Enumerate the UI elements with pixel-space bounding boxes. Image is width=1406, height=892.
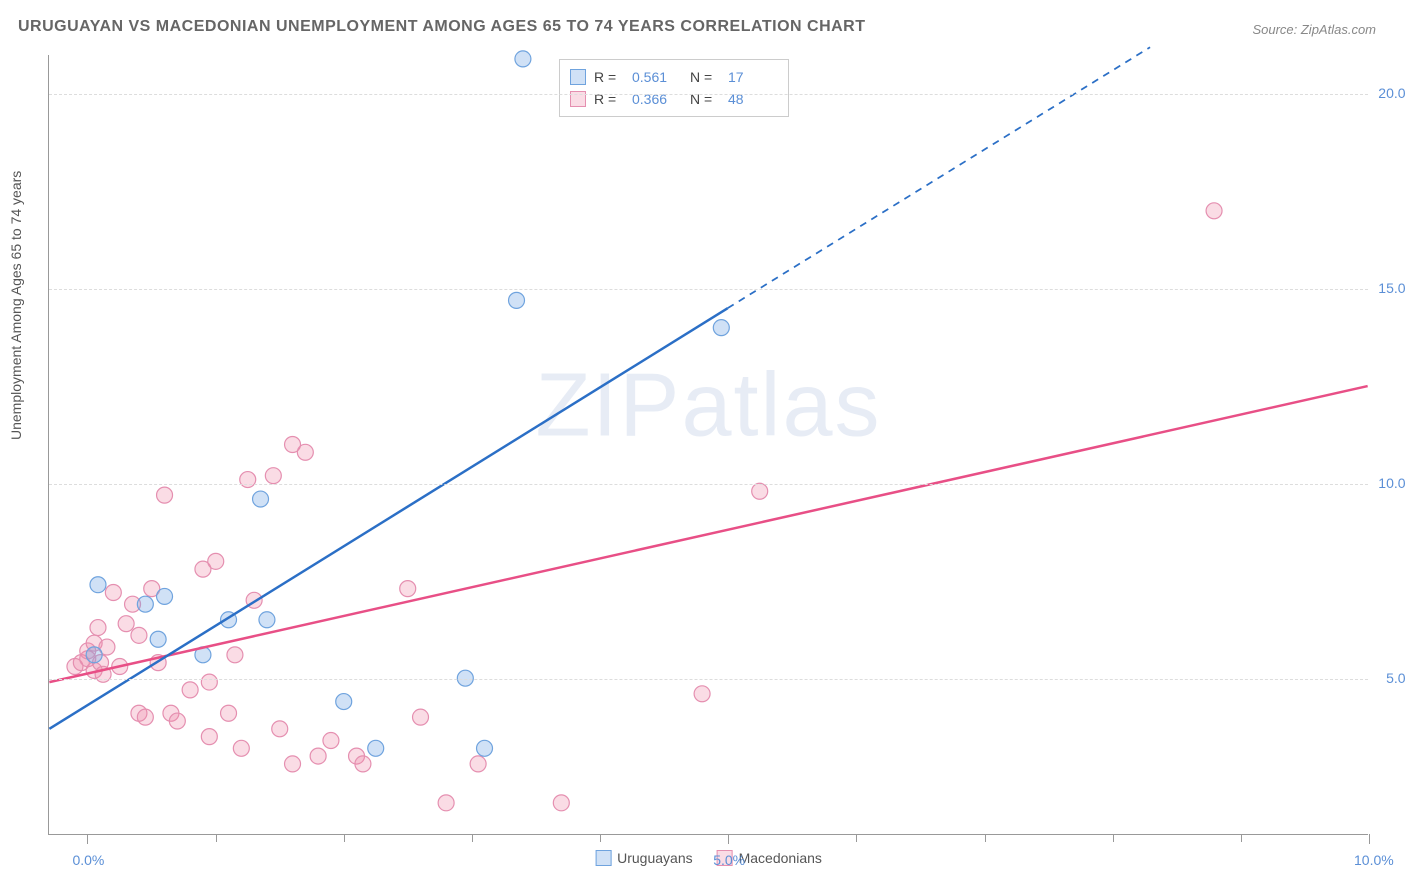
y-axis-label: Unemployment Among Ages 65 to 74 years <box>8 171 24 440</box>
scatter-point <box>336 694 352 710</box>
scatter-point <box>201 674 217 690</box>
plot-area: ZIPatlas R = 0.561 N = 17 R = 0.366 N = … <box>48 55 1368 835</box>
scatter-point <box>323 733 339 749</box>
scatter-point <box>137 596 153 612</box>
scatter-point <box>515 51 531 67</box>
chart-container: URUGUAYAN VS MACEDONIAN UNEMPLOYMENT AMO… <box>0 0 1406 892</box>
regression-line <box>49 308 727 729</box>
scatter-point <box>368 740 384 756</box>
regression-line-dashed <box>728 47 1150 308</box>
x-tick <box>1369 834 1370 844</box>
legend-label-macedonians: Macedonians <box>739 850 822 866</box>
scatter-point <box>477 740 493 756</box>
legend-series: Uruguayans Macedonians <box>595 850 822 866</box>
y-tick-label: 20.0% <box>1373 85 1406 101</box>
gridline <box>49 679 1368 680</box>
x-tick <box>985 834 986 842</box>
scatter-point <box>150 631 166 647</box>
scatter-point <box>713 320 729 336</box>
scatter-point <box>90 577 106 593</box>
scatter-point <box>90 620 106 636</box>
x-tick <box>216 834 217 842</box>
scatter-point <box>105 585 121 601</box>
scatter-point <box>413 709 429 725</box>
scatter-point <box>169 713 185 729</box>
legend-label-uruguayans: Uruguayans <box>617 850 693 866</box>
swatch-uruguayans-icon <box>595 850 611 866</box>
scatter-point <box>131 627 147 643</box>
scatter-point <box>259 612 275 628</box>
gridline <box>49 94 1368 95</box>
scatter-point <box>1206 203 1222 219</box>
scatter-point <box>355 756 371 772</box>
scatter-point <box>221 705 237 721</box>
scatter-point <box>86 647 102 663</box>
scatter-point <box>694 686 710 702</box>
x-tick <box>1241 834 1242 842</box>
y-tick-label: 5.0% <box>1373 670 1406 686</box>
x-tick <box>472 834 473 842</box>
scatter-point <box>157 487 173 503</box>
scatter-point <box>253 491 269 507</box>
scatter-point <box>272 721 288 737</box>
scatter-point <box>310 748 326 764</box>
scatter-point <box>233 740 249 756</box>
scatter-point <box>182 682 198 698</box>
scatter-point <box>201 729 217 745</box>
chart-title: URUGUAYAN VS MACEDONIAN UNEMPLOYMENT AMO… <box>18 18 866 36</box>
scatter-point <box>752 483 768 499</box>
x-tick <box>87 834 88 844</box>
scatter-point <box>553 795 569 811</box>
scatter-point <box>118 616 134 632</box>
y-tick-label: 10.0% <box>1373 475 1406 491</box>
scatter-point <box>400 581 416 597</box>
x-tick-label: 5.0% <box>713 852 745 868</box>
x-tick <box>344 834 345 842</box>
x-tick-label: 10.0% <box>1354 852 1394 868</box>
scatter-point <box>240 472 256 488</box>
scatter-point <box>438 795 454 811</box>
gridline <box>49 289 1368 290</box>
scatter-point <box>208 553 224 569</box>
y-tick-label: 15.0% <box>1373 280 1406 296</box>
x-tick-label: 0.0% <box>72 852 104 868</box>
scatter-point <box>297 444 313 460</box>
scatter-point <box>470 756 486 772</box>
gridline <box>49 484 1368 485</box>
regression-line <box>49 386 1367 682</box>
legend-item-uruguayans: Uruguayans <box>595 850 693 866</box>
scatter-point <box>509 292 525 308</box>
x-tick <box>728 834 729 844</box>
x-tick <box>856 834 857 842</box>
scatter-point <box>285 756 301 772</box>
scatter-point <box>137 709 153 725</box>
x-tick <box>1113 834 1114 842</box>
scatter-point <box>227 647 243 663</box>
source-attribution: Source: ZipAtlas.com <box>1252 22 1376 37</box>
x-tick <box>600 834 601 842</box>
plot-svg <box>49 55 1368 834</box>
scatter-point <box>157 588 173 604</box>
scatter-point <box>265 468 281 484</box>
